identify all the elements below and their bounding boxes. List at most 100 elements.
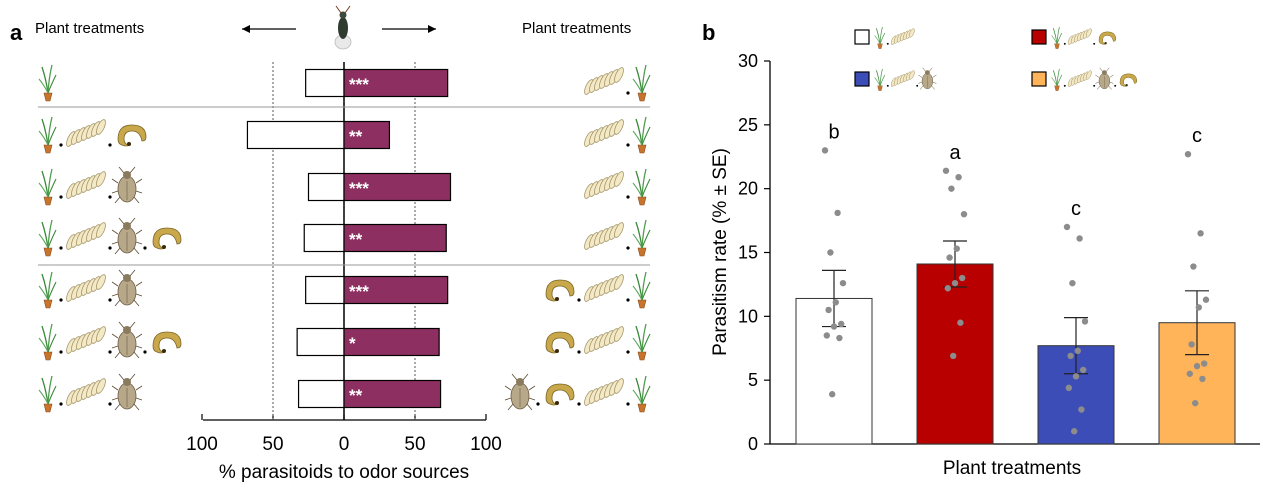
significance-label: *** [349,282,369,301]
larva-icon [117,124,147,147]
replicate-point [1186,370,1194,377]
left-treatment-icons [38,321,182,361]
left-choice-bar [297,379,345,409]
plant-icon [874,68,886,91]
bug-icon [111,269,143,307]
panel-a-group-separators [38,106,650,266]
replicate-point [950,352,957,360]
panel-b-tick-label: 30 [738,51,758,71]
eggs-icon [582,66,626,96]
combination-dot [626,91,630,95]
replicate-point [1195,304,1203,311]
combination-dot [626,195,630,199]
eggs-icon [64,221,108,251]
replicate-point [1190,263,1197,270]
replicate-point [1184,150,1192,158]
significance-label: ** [349,386,363,405]
larva-icon [1098,31,1117,45]
replicate-point [1074,347,1082,355]
left-treatment-icons [38,373,143,413]
replicate-point [827,249,834,256]
legend-entry [1031,67,1138,91]
panel-b-axes: 0 5 10 15 20 25 30 [738,51,1260,454]
left-choice-bar [305,68,345,98]
panel-b-legend [854,26,1138,91]
combination-dot [626,350,630,354]
combination-dot [108,143,112,147]
plant-icon [38,219,57,257]
plant-icon [38,116,57,154]
combination-dot [626,246,630,250]
combination-dot [626,298,630,302]
replicate-point [1067,352,1074,360]
plant-icon [38,168,57,206]
replicate-point [1071,428,1078,435]
replicate-point [1078,406,1085,413]
panel-a-tick-label: 50 [404,434,425,455]
combination-dot [59,402,63,406]
replicate-point [825,306,832,314]
combination-dot [59,143,63,147]
treatment-bar-group: b [795,121,873,445]
left-choice-bar [296,327,345,357]
eggs-icon [1066,27,1093,46]
eggs-icon [64,118,108,148]
combination-dot [1063,42,1066,45]
left-choice-bar [307,172,345,202]
significance-label: ** [349,127,363,146]
combination-dot [1093,42,1096,45]
combination-dot [59,195,63,199]
right-choice-bar [343,327,440,357]
legend-entry [1031,26,1117,49]
replicate-point [946,254,953,261]
legend-swatch [1031,71,1047,87]
panel-b-tick-label: 5 [748,370,758,390]
combination-dot [1063,84,1066,87]
combination-dot [108,402,112,406]
panel-a-tick-label: 50 [262,434,283,455]
plant-icon [1051,26,1063,49]
panel-a-tick-label: 0 [339,434,350,455]
significance-label: ** [349,230,363,249]
replicate-point [944,285,951,292]
replicate-point [839,279,847,287]
significance-label: * [349,334,356,353]
replicate-point [1081,318,1089,325]
comparison-row: ** [246,120,391,150]
left-heading: Plant treatments [35,20,144,37]
bug-icon [111,321,143,359]
panel-a-tick-label: 100 [470,434,502,455]
left-choice-bar [305,275,345,305]
right-treatment-icons [582,219,651,257]
panel-b-tick-label: 20 [738,179,758,199]
legend-swatch [854,29,870,45]
panel-a-xlabel: % parasitoids to odor sources [219,462,469,483]
comparison-row: ** [297,379,442,409]
plant-icon [1051,68,1063,91]
replicate-point [1199,375,1206,383]
comparison-row: * [296,327,440,357]
replicate-point [957,319,964,326]
right-treatment-icons [582,116,651,154]
panel-b-tick-label: 25 [738,115,758,135]
eggs-icon [582,273,626,303]
panel-b-xlabel: Plant treatments [943,458,1081,479]
combination-dot [626,143,630,147]
treatment-bar-group: c [1158,125,1236,445]
significance-letter: c [1071,198,1081,220]
plant-icon [632,168,651,206]
plant-icon [632,271,651,309]
comparison-row: *** [305,275,449,305]
right-choice-bar [343,172,452,202]
left-choice-bar [246,120,345,150]
replicate-point [838,320,845,328]
legend-entry [854,26,916,49]
combination-dot [626,402,630,406]
panel-b-tick-label: 0 [748,434,758,454]
eggs-icon [582,170,626,200]
replicate-point [942,167,950,174]
right-choice-bar [343,68,449,98]
left-treatment-icons [38,217,182,257]
significance-label: *** [349,179,369,198]
eggs-icon [64,170,108,200]
